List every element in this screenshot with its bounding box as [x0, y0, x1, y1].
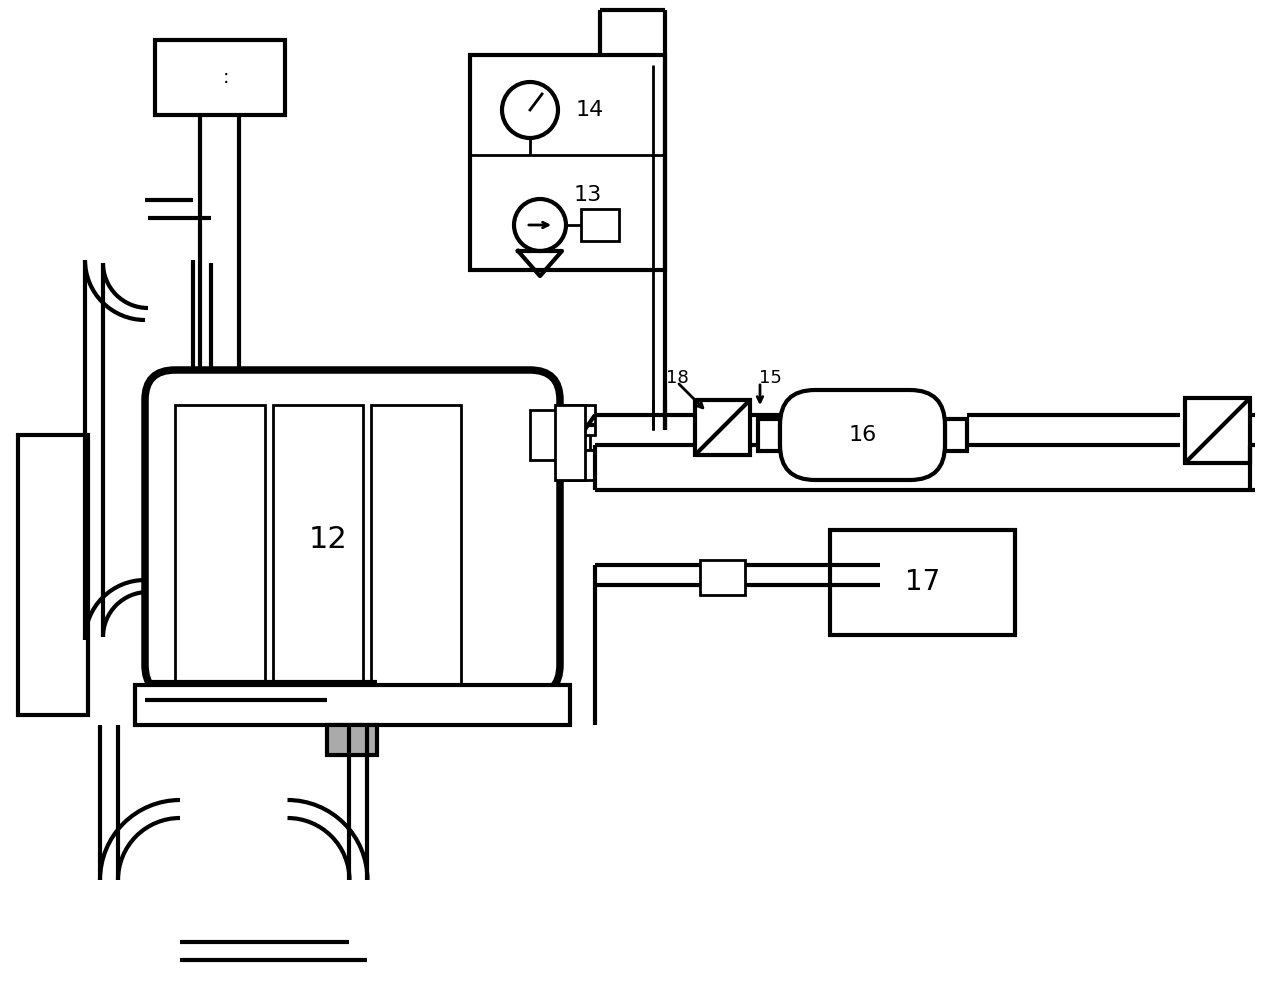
Bar: [371, 405, 461, 685]
Bar: [327, 725, 377, 755]
Bar: [696, 400, 750, 455]
Bar: [565, 450, 595, 480]
Bar: [555, 405, 585, 480]
FancyBboxPatch shape: [146, 370, 560, 695]
Bar: [829, 530, 1015, 635]
Bar: [175, 405, 265, 685]
Text: :: :: [223, 68, 229, 87]
Text: 15: 15: [759, 369, 782, 387]
Text: 13: 13: [574, 185, 601, 205]
Bar: [699, 560, 744, 595]
Bar: [529, 410, 590, 460]
Bar: [273, 405, 363, 685]
Text: 14: 14: [576, 100, 604, 120]
FancyBboxPatch shape: [781, 390, 945, 480]
Bar: [470, 55, 665, 270]
Text: 16: 16: [849, 425, 877, 445]
Bar: [135, 685, 571, 725]
Bar: [565, 405, 595, 435]
Text: 18: 18: [666, 369, 688, 387]
Bar: [1185, 398, 1249, 463]
Bar: [155, 40, 285, 115]
Text: 17: 17: [905, 569, 940, 597]
Bar: [945, 419, 967, 451]
Bar: [18, 435, 88, 715]
Bar: [581, 209, 620, 241]
Bar: [759, 419, 781, 451]
Text: 12: 12: [309, 524, 348, 553]
